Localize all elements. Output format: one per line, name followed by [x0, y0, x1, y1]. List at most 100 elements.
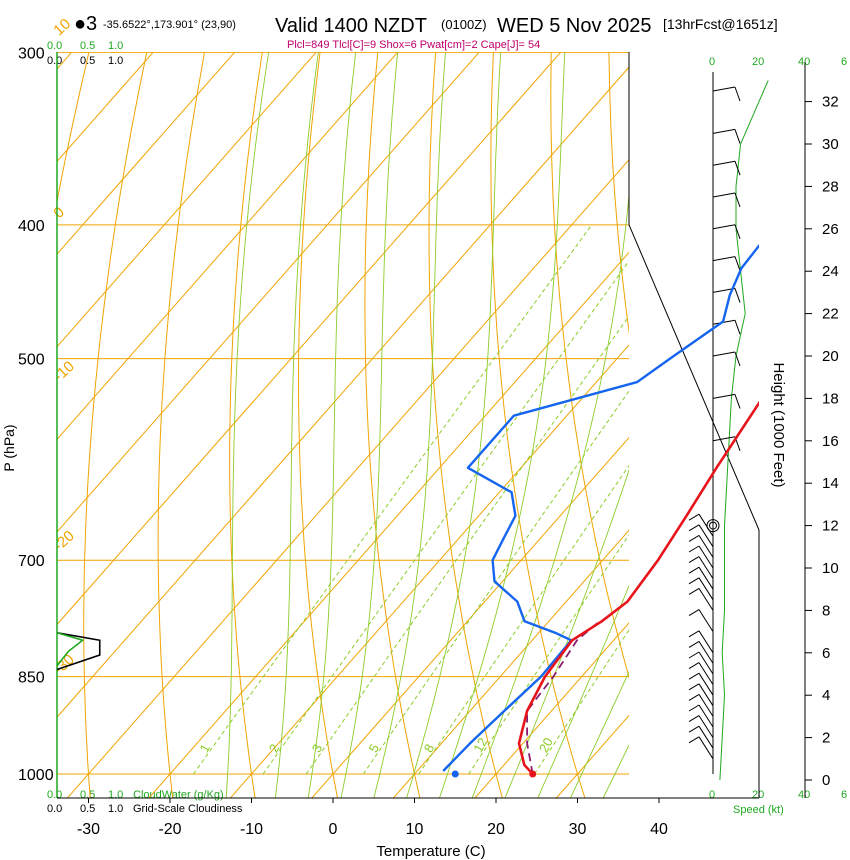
wind-barb: [712, 160, 741, 176]
wind-barb: [688, 556, 714, 579]
mixing-ratio-label: 5: [366, 742, 383, 755]
utc-time: (0100Z): [441, 17, 487, 32]
cw-tick: 1.0: [108, 40, 123, 52]
height-axis-label: Height (1000 Feet): [770, 362, 787, 487]
calm-wind-circle: [706, 519, 720, 533]
dry-adiabat: [57, 52, 90, 205]
speed-scale: 0 20 40 6 0 20 40 6 Speed (kt): [709, 56, 847, 816]
speed-label: Speed (kt): [733, 804, 784, 816]
isotherm-line: [57, 66, 629, 718]
wind-barb: [712, 86, 741, 102]
height-tick-label: 6: [822, 645, 830, 662]
wind-barb-feather: [688, 704, 700, 712]
wind-barb-staff: [698, 545, 714, 569]
wind-barb-staff: [698, 609, 714, 632]
wind-barb-feather: [688, 513, 700, 521]
wind-barb-staff: [698, 715, 714, 738]
isotherm-line: [57, 52, 399, 441]
moist-adiabat: [602, 744, 629, 798]
mixing-ratio-label: 2: [266, 742, 283, 755]
isotherm-line: [57, 52, 236, 255]
mixing-ratio-label: 1: [196, 742, 213, 755]
wind-barb-staff: [712, 436, 736, 442]
temp-tick-label: -30: [77, 821, 100, 838]
dry-adiabat: [428, 52, 503, 798]
wind-barb: [688, 630, 714, 654]
wind-barb: [712, 256, 741, 271]
speed-tick-bottom: 6: [841, 789, 847, 801]
wind-barb: [688, 651, 714, 675]
moist-adiabat: [537, 584, 629, 798]
temp-axis-label: Temperature (C): [376, 843, 485, 860]
wind-barb: [688, 577, 714, 601]
moist-adiabat: [438, 52, 566, 798]
speed-tick-bottom: 40: [798, 789, 810, 801]
wind-barb-feather: [688, 524, 700, 532]
wind-barb-feather: [734, 86, 741, 102]
wind-barb-staff: [698, 630, 714, 654]
wind-barb-staff: [698, 651, 714, 675]
moist-adiabat: [569, 670, 629, 798]
wind-barb-feather: [734, 288, 741, 303]
wind-barb: [688, 672, 714, 696]
pressure-tick-label: 700: [18, 553, 45, 570]
height-tick-label: 26: [822, 221, 839, 238]
cloud-tick: 0.0: [47, 803, 62, 815]
wind-barb-feather: [688, 545, 700, 553]
isotherm-label: -10: [50, 358, 77, 385]
isotherm-line: [57, 52, 73, 70]
wind-barb-staff: [698, 513, 714, 537]
wind-barb-feather: [688, 715, 700, 723]
wind-barb-staff: [712, 351, 736, 357]
isotherm-line: [148, 251, 629, 798]
mixing-ratio-line: [418, 464, 629, 775]
wind-barb-staff: [698, 683, 714, 707]
height-tick-label: 14: [822, 475, 839, 492]
mixing-ratio-label: 3: [309, 742, 326, 755]
height-tick-label: 20: [822, 348, 839, 365]
cloudiness-label: Grid-Scale Cloudiness: [133, 803, 243, 815]
cw-tick: 0.5: [80, 789, 95, 801]
isotherm-line: [229, 344, 629, 798]
height-tick-label: 18: [822, 390, 839, 407]
dry-adiabat: [824, 0, 850, 831]
moist-adiabat: [340, 52, 399, 798]
mixing-ratio-line: [192, 224, 593, 775]
cloud-tick: 0.5: [80, 803, 95, 815]
wind-barb-staff: [712, 393, 736, 399]
wind-barb: [688, 725, 714, 749]
isotherm-line: [555, 714, 629, 798]
wind-barb: [688, 683, 714, 707]
station-number: 3: [86, 13, 97, 35]
moist-adiabat: [373, 52, 446, 798]
wind-barb-staff: [712, 192, 736, 198]
cloud-tick: 0.5: [80, 55, 95, 67]
temp-tick-label: 0: [329, 821, 338, 838]
wind-barb: [688, 662, 714, 685]
wind-barb: [712, 393, 741, 409]
wind-barb-staff: [712, 256, 736, 262]
cloudwater-scale-top: 0.0 0.5 1.0 0.0 0.5 1.0: [47, 40, 123, 67]
pressure-tick-label: 500: [18, 352, 45, 369]
wind-barb: [712, 287, 741, 303]
wind-barb-feather: [688, 651, 700, 659]
wind-barb-staff: [712, 128, 736, 134]
wind-barb: [688, 736, 714, 760]
isotherm-label: 0: [50, 204, 68, 222]
speed-tick-bottom: 20: [752, 789, 764, 801]
isotherm-line: [474, 622, 629, 798]
wind-barb-staff: [698, 524, 714, 548]
isotherm-label: 10: [50, 15, 74, 39]
wind-barb: [688, 693, 714, 717]
wind-barb-feather: [688, 556, 700, 564]
wind-barb-feather: [688, 640, 700, 648]
wind-barb-feather: [734, 394, 741, 409]
wind-barb-feather: [734, 129, 741, 144]
wind-barb-feather: [688, 609, 700, 617]
cloud-tick: 1.0: [108, 55, 123, 67]
wind-barb-staff: [698, 566, 714, 590]
mixing-ratio-line: [362, 390, 629, 775]
wind-barb-staff: [698, 641, 714, 664]
moist-adiabat: [274, 52, 319, 798]
height-tick-label: 10: [822, 560, 839, 577]
